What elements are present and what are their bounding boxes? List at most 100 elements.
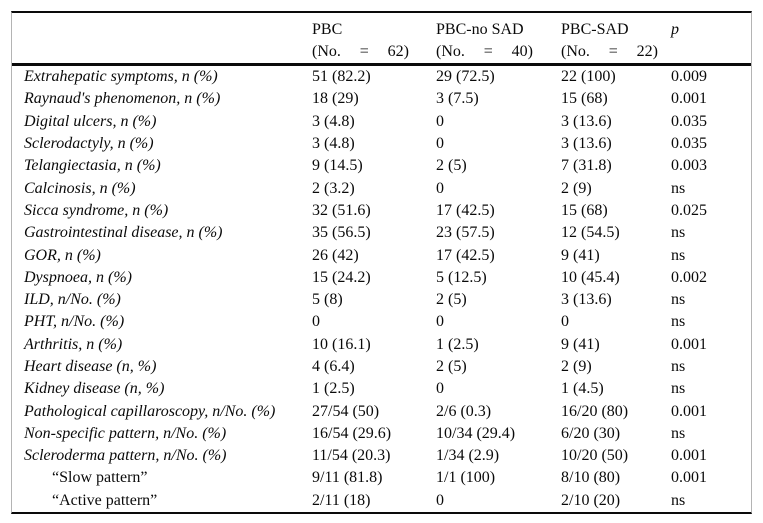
cell-value: 35 (56.5) [312,224,371,242]
cell-value: 3 (13.6) [561,135,612,153]
cell-value: 1 (2.5) [312,380,355,398]
cell-value: 2 (5) [436,291,467,309]
count-open-paren: (No. [561,43,590,60]
table-row: Raynaud's phenomenon, n (%) 18 (29) 3 (7.5… [12,88,751,110]
row-label: Sicca syndrome, n (%) [24,201,169,219]
cell-value: 2 (3.2) [312,179,355,197]
header-pbc-sad-count: (No. = 22) [561,41,658,63]
table-row: GOR, n (%) 26 (42) 17 (42.5) 9 (41) ns [12,244,751,266]
cell-value: 7 (31.8) [561,157,612,175]
table-row: Extrahepatic symptoms, n (%) 51 (82.2) 29 … [12,65,751,89]
cell-value: 5 (12.5) [436,268,487,286]
cell-value: 2/10 (20) [561,491,621,509]
cell-value: ns [671,224,686,242]
cell-value: 0.001 [671,402,707,420]
cell-value: 15 (24.2) [312,268,371,286]
cell-value: 0.009 [671,68,707,86]
row-label: Calcinosis, n (%) [24,179,136,197]
cell-value: 0.001 [671,469,707,487]
cell-value: ns [671,491,686,509]
table-body: Extrahepatic symptoms, n (%) 51 (82.2) 29 … [12,65,751,512]
cell-value: 1/1 (100) [436,469,496,487]
cell-value: 10 (45.4) [561,268,620,286]
cell-value: 9 (41) [561,246,600,264]
cell-value: 9/11 (81.8) [312,469,383,487]
table-row: Kidney disease (n, %) 1 (2.5) 0 1 (4.5) ns [12,378,751,400]
row-label: Dyspnoea, n (%) [24,268,132,286]
cell-value: 0.001 [671,335,707,353]
cell-value: 17 (42.5) [436,201,495,219]
header-p-title: p [671,21,679,38]
cell-value: 3 (7.5) [436,90,479,108]
cell-value: 2 (9) [561,358,592,375]
count-open-paren: (No. [436,43,465,60]
cell-value: 27/54 (50) [312,402,380,420]
cell-value: ns [671,380,686,398]
cell-value: 3 (13.6) [561,112,612,130]
count-number: 62) [387,43,409,60]
cell-value: 15 (68) [561,201,608,219]
cell-value: 10/20 (50) [561,447,629,465]
cell-value: 0 [436,112,444,130]
table-row: Arthritis, n (%) 10 (16.1) 1 (2.5) 9 (41) 0.… [12,334,751,356]
cell-value: ns [671,246,686,264]
cell-value: 9 (14.5) [312,157,363,175]
table-row: Sicca syndrome, n (%) 32 (51.6) 17 (42.5) 1… [12,200,751,222]
table-row: ILD, n/No. (%) 5 (8) 2 (5) 3 (13.6) ns [12,289,751,311]
count-open-paren: (No. [312,43,341,60]
table-container: PBC (No. = 62) PBC-no SAD (No. = 40) [11,11,752,514]
cell-value: 2/6 (0.3) [436,402,492,420]
cell-value: 26 (42) [312,246,359,264]
cell-value: 32 (51.6) [312,201,371,219]
clinical-features-table: PBC (No. = 62) PBC-no SAD (No. = 40) [12,13,751,512]
cell-value: 2 (5) [436,358,467,375]
row-label: Scleroderma pattern, n/No. (%) [24,447,227,465]
cell-value: 0.002 [671,268,707,286]
cell-value: 29 (72.5) [436,68,495,86]
table-row: Heart disease (n, %) 4 (6.4) 2 (5) 2 (9) ns [12,356,751,378]
cell-value: 5 (8) [312,291,343,309]
row-label: Telangiectasia, n (%) [24,157,161,175]
row-label: Arthritis, n (%) [24,335,123,353]
cell-value: 8/10 (80) [561,469,621,487]
row-label: Raynaud's phenomenon, n (%) [24,90,221,108]
row-label: “Active pattern” [52,491,158,509]
table-header: PBC (No. = 62) PBC-no SAD (No. = 40) [12,13,751,66]
cell-value: 0 [436,179,444,197]
cell-value: ns [671,424,686,442]
count-number: 22) [636,43,658,60]
row-label: Kidney disease (n, %) [24,380,165,398]
cell-value: 0.001 [671,90,707,108]
cell-value: 0 [561,313,569,331]
cell-value: 9 (41) [561,335,600,353]
cell-value: ns [671,358,686,375]
count-number: 40) [511,43,533,60]
row-label: Pathological capillaroscopy, n/No. (%) [24,402,276,420]
table-row: Digital ulcers, n (%) 3 (4.8) 0 3 (13.6) 0.0… [12,111,751,133]
cell-value: 2 (9) [561,179,592,197]
cell-value: ns [671,291,686,309]
table-row: Scleroderma pattern, n/No. (%) 11/54 (20.… [12,445,751,467]
header-pbc-no-sad-count: (No. = 40) [436,41,533,63]
cell-value: 0 [436,380,444,398]
cell-value: 0.003 [671,157,707,175]
table-row: Pathological capillaroscopy, n/No. (%) 27… [12,400,751,422]
header-pbc-sad-title: PBC-SAD [561,21,629,38]
cell-value: 1 (4.5) [561,380,604,398]
header-pbc-count: (No. = 62) [312,41,409,63]
row-label: ILD, n/No. (%) [24,291,121,309]
row-label: PHT, n/No. (%) [24,313,125,331]
table-row: Sclerodactyly, n (%) 3 (4.8) 0 3 (13.6) 0.03… [12,133,751,155]
row-label: Sclerodactyly, n (%) [24,135,154,153]
row-label: Digital ulcers, n (%) [24,112,157,130]
header-col-pbc-no-sad: PBC-no SAD (No. = 40) [436,13,561,66]
header-pbc-no-sad-title: PBC-no SAD [436,21,524,38]
cell-value: ns [671,313,686,331]
cell-value: 2 (5) [436,157,467,175]
table-row: “Slow pattern” 9/11 (81.8) 1/1 (100) 8/10 (… [12,467,751,489]
cell-value: 6/20 (30) [561,424,621,442]
cell-value: 0.001 [671,447,707,465]
count-equals: = [483,43,493,60]
row-label: Heart disease (n, %) [24,358,157,375]
